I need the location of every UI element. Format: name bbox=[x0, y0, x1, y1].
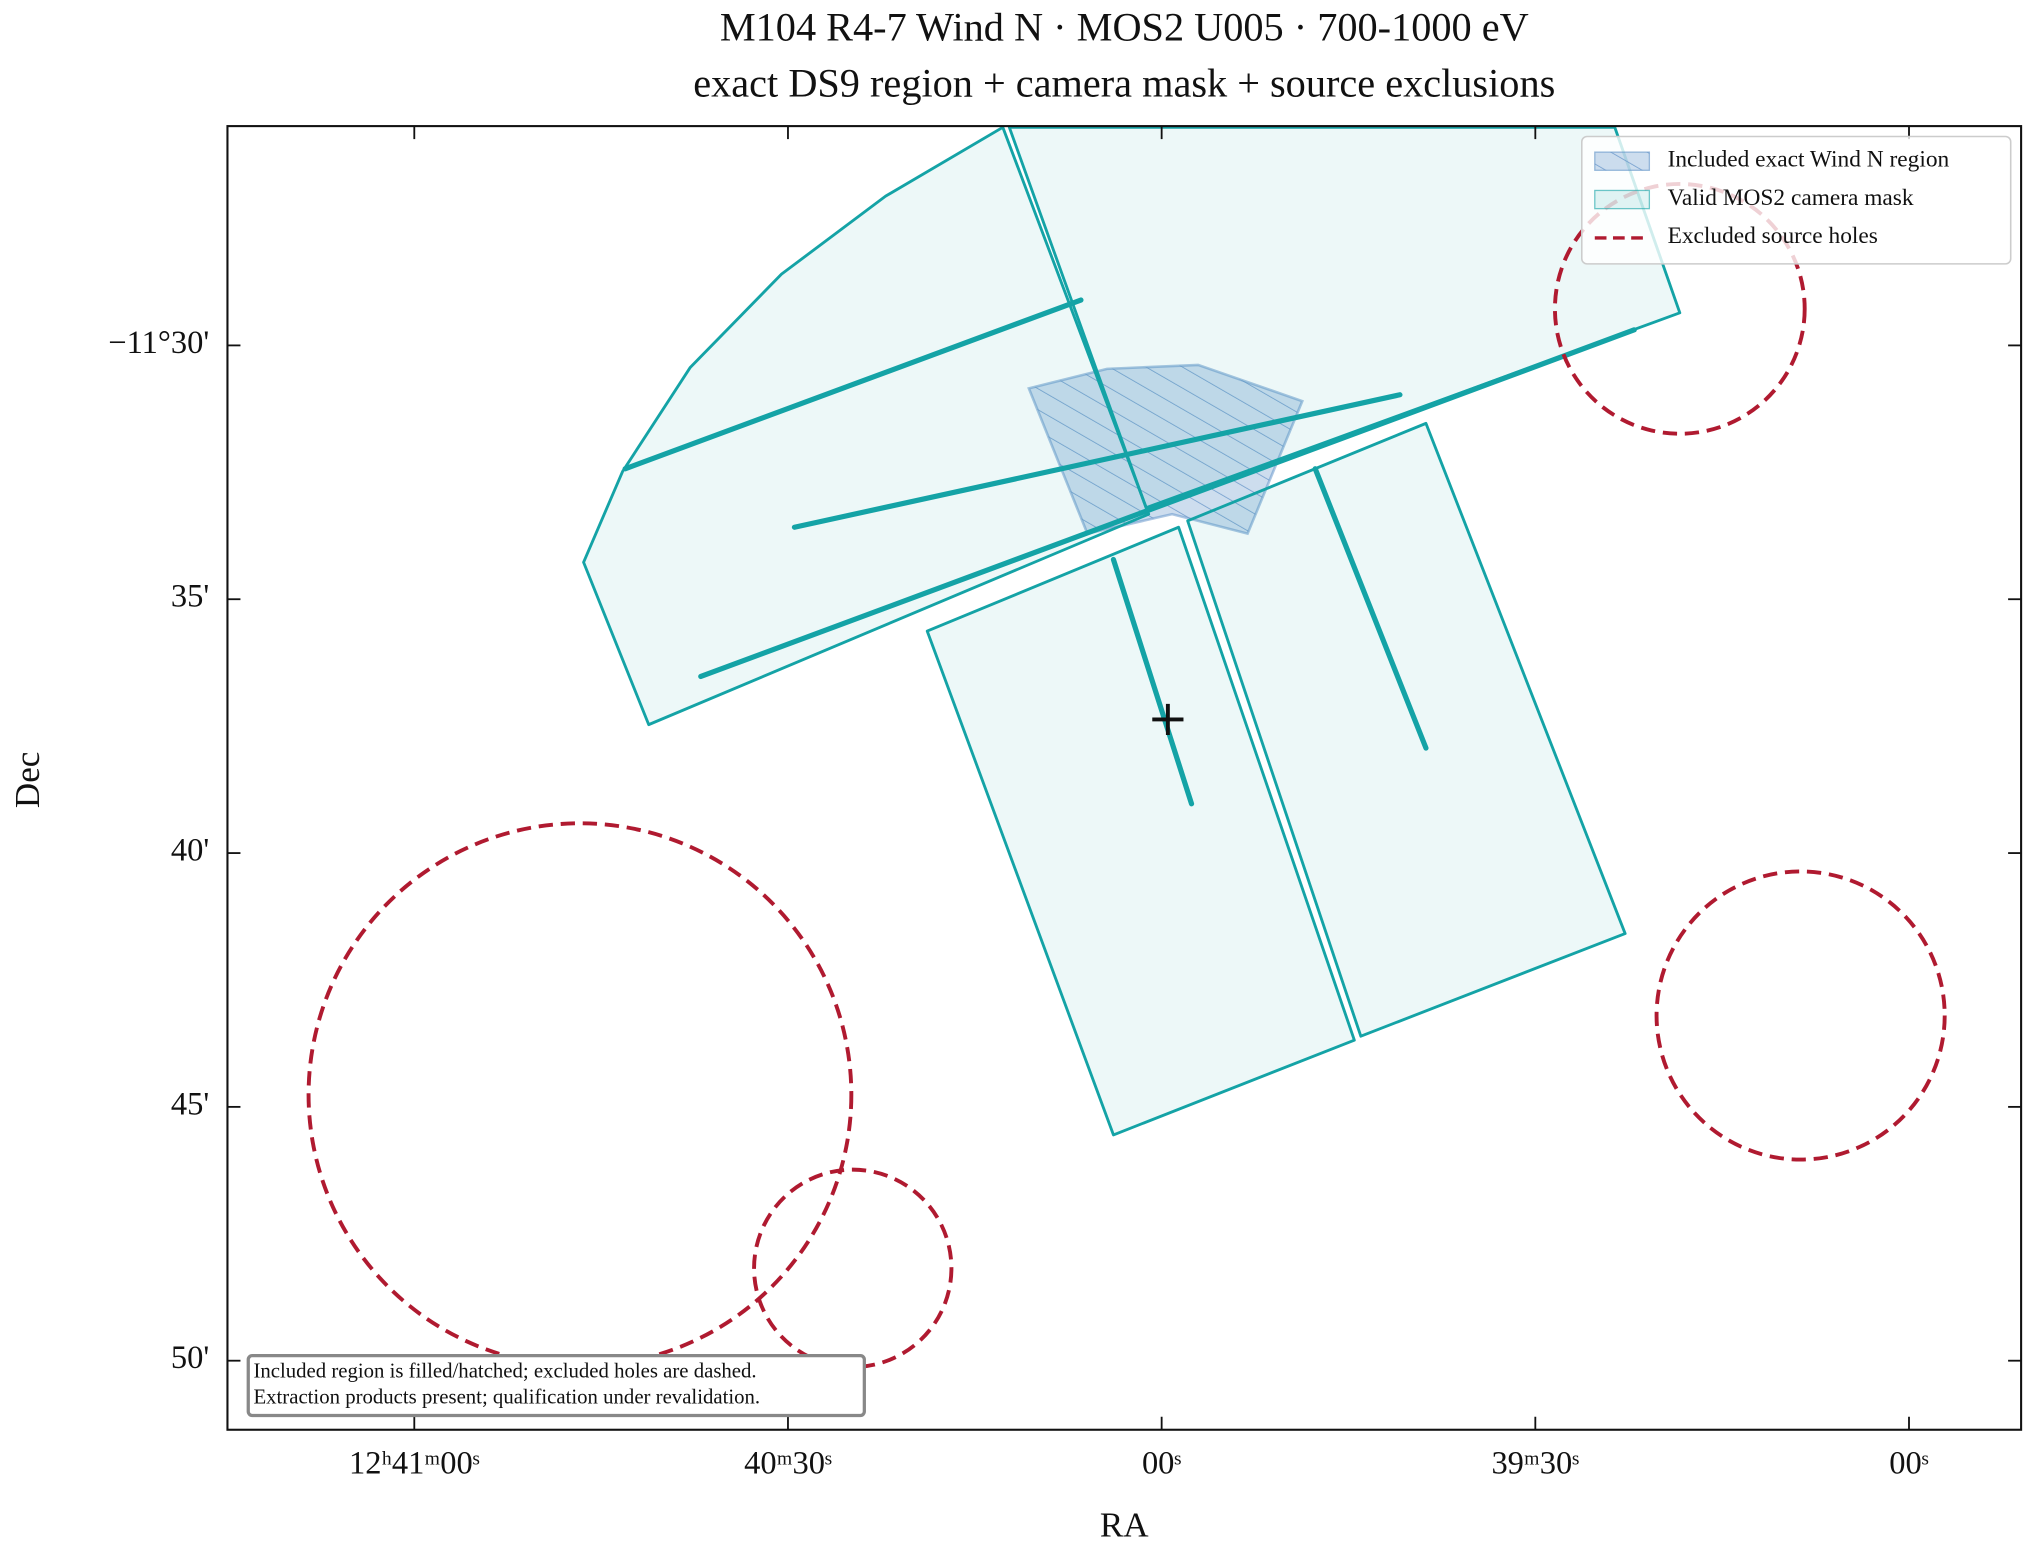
x-tick-label: 00ˢ bbox=[1142, 1446, 1181, 1482]
camera-mask bbox=[1186, 421, 1627, 1038]
x-tick-label: 12ʰ41ᵐ00ˢ bbox=[349, 1446, 480, 1482]
camera-mask bbox=[925, 525, 1356, 1137]
mask-streak bbox=[1110, 556, 1195, 807]
y-tick-label: 40' bbox=[171, 833, 209, 869]
y-tick-label: −11°30' bbox=[108, 325, 209, 361]
y-axis-label: Dec bbox=[8, 752, 47, 808]
center-marker bbox=[1152, 703, 1184, 736]
chart-title: M104 R4-7 Wind N · MOS2 U005 · 700-1000 … bbox=[720, 4, 1529, 49]
x-tick-label: 00ˢ bbox=[1889, 1446, 1928, 1482]
included-hatch bbox=[1028, 364, 1303, 534]
legend-swatch bbox=[1594, 189, 1651, 210]
x-tick-label: 39ᵐ30ˢ bbox=[1491, 1446, 1579, 1482]
annotation-text: Included region is filled/hatched; exclu… bbox=[253, 1359, 756, 1382]
y-tick-label: 35' bbox=[171, 579, 209, 615]
mask-streak bbox=[1312, 466, 1429, 751]
mask-streak bbox=[622, 297, 1084, 472]
y-tick-label: 50' bbox=[171, 1340, 209, 1376]
camera-mask bbox=[582, 126, 1151, 727]
legend-label: Excluded source holes bbox=[1668, 223, 1878, 249]
annotation-box bbox=[246, 1354, 866, 1418]
mask-streak bbox=[791, 392, 1403, 530]
mask-streak bbox=[698, 327, 1637, 680]
legend: Included exact Wind N region Valid MOS2 c… bbox=[1581, 135, 2012, 265]
y-tick-label: 45' bbox=[171, 1086, 209, 1122]
annotation-text: Extraction products present; qualificati… bbox=[253, 1385, 760, 1408]
chart-subtitle: exact DS9 region + camera mask + source … bbox=[693, 60, 1555, 105]
legend-hatch bbox=[1594, 152, 1650, 171]
legend-label: Included exact Wind N region bbox=[1668, 147, 1950, 173]
legend-box bbox=[1581, 135, 2012, 265]
camera-mask bbox=[1007, 126, 1682, 510]
x-axis-label: RA bbox=[1100, 1506, 1149, 1545]
x-tick-label: 40ᵐ30ˢ bbox=[744, 1446, 832, 1482]
legend-label: Valid MOS2 camera mask bbox=[1668, 185, 1914, 211]
annotation: Included region is filled/hatched; exclu… bbox=[246, 1354, 866, 1418]
plot-frame bbox=[226, 125, 2023, 1431]
